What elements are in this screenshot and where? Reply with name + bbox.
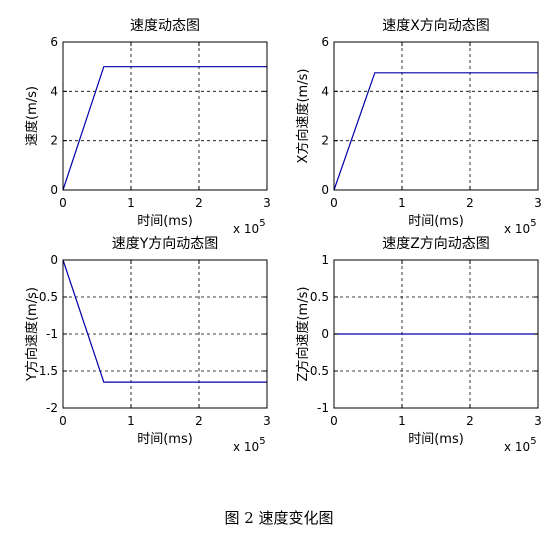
chart2-axes-frame: [333, 41, 539, 191]
chart1-ytick-label-1: 2: [50, 134, 58, 148]
chart2-xtick-label-0: 0: [330, 196, 338, 210]
chart2-x-multiplier: x 105: [504, 218, 537, 236]
chart2-xlabel: 时间(ms): [408, 214, 464, 229]
chart1-ytick-label-3: 6: [50, 35, 58, 49]
chart2-xtick-label-1: 1: [398, 196, 406, 210]
chart4-ylabel: Z方向速度(m/s): [295, 287, 311, 382]
chart2-xtick-label-2: 2: [466, 196, 474, 210]
chart2-ytick-label-0: 0: [321, 183, 329, 197]
chart1-x-multiplier: x 105: [233, 218, 266, 236]
chart4-xtick-label-0: 0: [330, 414, 338, 428]
chart3-xtick-label-0: 0: [59, 414, 67, 428]
chart2-ytick-label-1: 2: [321, 134, 329, 148]
chart3-ytick-label-4: 0: [50, 253, 58, 267]
chart2-plot-area: [334, 42, 538, 190]
chart4-ytick-label-4: 1: [321, 253, 329, 267]
chart3-title: 速度Y方向动态图: [112, 236, 219, 252]
chart2-series-0-line: [333, 72, 538, 191]
chart3-ytick-label-3: -0.5: [35, 290, 58, 304]
chart4-xtick-label-3: 3: [534, 414, 542, 428]
chart3-ytick-label-1: -1.5: [35, 364, 58, 378]
chart1-xtick-label-0: 0: [59, 196, 67, 210]
chart1-series-0-line: [62, 66, 267, 191]
chart3-ylabel: Y方向速度(m/s): [24, 287, 40, 382]
chart3-ytick-label-2: -1: [46, 327, 58, 341]
chart4-ytick-label-3: 0.5: [310, 290, 329, 304]
chart3-xtick-label-3: 3: [263, 414, 271, 428]
figure-caption: 图 2 速度变化图: [224, 509, 334, 527]
chart2-ytick-label-2: 4: [321, 84, 329, 98]
chart2-xtick-label-3: 3: [534, 196, 542, 210]
chart3-xtick-label-1: 1: [127, 414, 135, 428]
chart1-axes-frame: [62, 41, 268, 191]
chart3-series-0-line: [62, 259, 267, 383]
chart1-title: 速度动态图: [130, 18, 200, 34]
chart1-ytick-label-0: 0: [50, 183, 58, 197]
chart4-x-multiplier: x 105: [504, 436, 537, 454]
chart3-ytick-label-0: -2: [46, 401, 58, 415]
chart4-ytick-label-2: 0: [321, 327, 329, 341]
chart4-xtick-label-2: 2: [466, 414, 474, 428]
chart1-xtick-label-3: 3: [263, 196, 271, 210]
chart3-x-multiplier: x 105: [233, 436, 266, 454]
chart1-xlabel: 时间(ms): [137, 214, 193, 229]
chart4-xlabel: 时间(ms): [408, 432, 464, 447]
chart2-title: 速度X方向动态图: [382, 18, 490, 34]
chart3-xtick-label-2: 2: [195, 414, 203, 428]
chart3-xlabel: 时间(ms): [137, 432, 193, 447]
chart1-ytick-label-2: 4: [50, 84, 58, 98]
chart4-title: 速度Z方向动态图: [382, 236, 490, 252]
chart1-xtick-label-2: 2: [195, 196, 203, 210]
chart2-ylabel: X方向速度(m/s): [295, 69, 311, 164]
chart1-plot-area: [63, 42, 267, 190]
chart4-ytick-label-0: -1: [317, 401, 329, 415]
chart2-ytick-label-3: 6: [321, 35, 329, 49]
chart1-xtick-label-1: 1: [127, 196, 135, 210]
chart4-ytick-label-1: -0.5: [306, 364, 329, 378]
chart1-ylabel: 速度(m/s): [24, 86, 40, 146]
chart4-xtick-label-1: 1: [398, 414, 406, 428]
